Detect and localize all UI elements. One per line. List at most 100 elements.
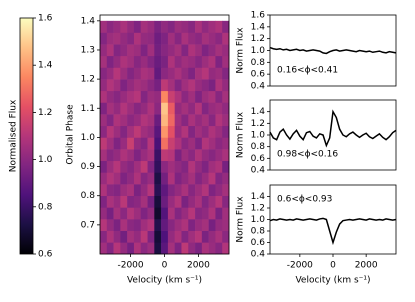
y-axis-label: Orbital Phase — [66, 104, 76, 165]
colorbar-tick-label: 1.4 — [38, 61, 53, 71]
y-tick-label: 0.8 — [251, 58, 266, 68]
heatmap-cell — [113, 160, 121, 173]
heatmap-cell — [140, 79, 148, 92]
heatmap-cell — [195, 32, 203, 45]
heatmap-cell — [208, 242, 216, 255]
colorbar-tick-label: 0.6 — [38, 250, 53, 260]
heatmap-cell — [167, 55, 175, 68]
heatmap-cell — [167, 149, 175, 162]
heatmap-cell — [100, 219, 108, 231]
y-tick-label: 0.4 — [251, 82, 266, 92]
heatmap-cell — [133, 114, 142, 127]
y-tick-label: 1.6 — [251, 11, 266, 21]
heatmap-cell — [195, 137, 203, 150]
heatmap-cell — [208, 172, 216, 185]
colorbar-label: Normalised Flux — [9, 99, 19, 172]
heatmap-cell — [208, 137, 216, 150]
heatmap-cell — [100, 149, 108, 162]
y-tick-label: 1.4 — [251, 192, 266, 202]
heatmap-cell — [120, 90, 128, 103]
heatmap-cell — [140, 172, 148, 185]
heatmap-cell — [147, 149, 155, 162]
heatmap-cell — [127, 195, 135, 208]
heatmap-cell — [133, 90, 142, 103]
heatmap-cell — [161, 125, 169, 138]
heatmap-cell — [167, 114, 175, 127]
heatmap-cell — [100, 79, 108, 92]
heatmap-cell — [215, 20, 223, 33]
heatmap-cell — [188, 207, 196, 220]
heatmap-cell — [174, 184, 182, 197]
heatmap-cell — [195, 230, 203, 243]
heatmap-cell — [188, 125, 196, 138]
colorbar-tick-label: 1.2 — [38, 108, 52, 118]
heatmap-cell — [195, 44, 203, 57]
heatmap-cell — [167, 172, 175, 185]
heatmap-cell — [106, 207, 114, 220]
heatmap-cell — [140, 32, 148, 45]
heatmap-cell — [127, 160, 135, 173]
heatmap-cell — [140, 137, 148, 150]
heatmap-cell — [215, 149, 223, 162]
y-axis-label: Norm Flux — [236, 196, 246, 243]
heatmap-cell — [167, 125, 175, 138]
heatmap-cell — [106, 172, 114, 185]
heatmap-cell — [133, 149, 142, 162]
heatmap-cell — [174, 90, 182, 103]
heatmap-cell — [106, 67, 114, 80]
heatmap-cell — [181, 242, 189, 255]
heatmap-cell — [127, 219, 135, 231]
y-tick-label: 0.7 — [81, 220, 95, 230]
heatmap-cell — [127, 207, 135, 220]
y-tick-label: 0.4 — [251, 166, 266, 176]
heatmap-cell — [222, 184, 230, 197]
heatmap-cell — [120, 79, 128, 92]
heatmap-cell — [161, 195, 169, 208]
heatmap-cell — [154, 32, 162, 45]
heatmap-cell — [208, 230, 216, 243]
heatmap-cell — [127, 44, 135, 57]
heatmap-cell — [167, 219, 175, 231]
heatmap-cell — [100, 67, 108, 80]
heatmap-cell — [174, 195, 182, 208]
heatmap-cell — [140, 195, 148, 208]
heatmap-cell — [147, 207, 155, 220]
y-tick-label: 1.0 — [251, 215, 266, 225]
heatmap-cell — [195, 114, 203, 127]
heatmap-cell — [133, 219, 142, 231]
heatmap-cell — [222, 90, 230, 103]
heatmap-cell — [133, 160, 142, 173]
heatmap-cell — [167, 102, 175, 115]
heatmap-cell — [167, 207, 175, 220]
heatmap-cell — [201, 195, 209, 208]
colorbar-tick-label: 1.6 — [38, 14, 53, 24]
heatmap-cell — [154, 242, 162, 255]
y-axis-label: Norm Flux — [236, 111, 246, 158]
heatmap-cell — [188, 137, 196, 150]
heatmap-cell — [208, 67, 216, 80]
heatmap-cell — [181, 184, 189, 197]
heatmap-cell — [120, 55, 128, 68]
y-tick-label: 0.6 — [251, 154, 266, 164]
flux-line — [269, 46, 397, 55]
heatmap-cell — [195, 90, 203, 103]
heatmap-cell — [161, 102, 169, 115]
heatmap-cell — [100, 172, 108, 185]
heatmap-cell — [140, 230, 148, 243]
heatmap-cell — [188, 149, 196, 162]
heatmap-cell — [215, 32, 223, 45]
heatmap-cell — [113, 242, 121, 255]
heatmap-cell — [167, 230, 175, 243]
heatmap-cell — [167, 160, 175, 173]
heatmap-cell — [222, 32, 230, 45]
heatmap-cell — [222, 44, 230, 57]
heatmap-cell — [174, 55, 182, 68]
y-tick-label: 0.8 — [251, 227, 266, 237]
heatmap-cell — [133, 207, 142, 220]
x-tick-label: -2000 — [117, 261, 143, 271]
heatmap-cell — [106, 20, 114, 33]
heatmap-cell — [188, 184, 196, 197]
heatmap-cell — [140, 242, 148, 255]
heatmap-cell — [106, 79, 114, 92]
heatmap-cell — [167, 195, 175, 208]
